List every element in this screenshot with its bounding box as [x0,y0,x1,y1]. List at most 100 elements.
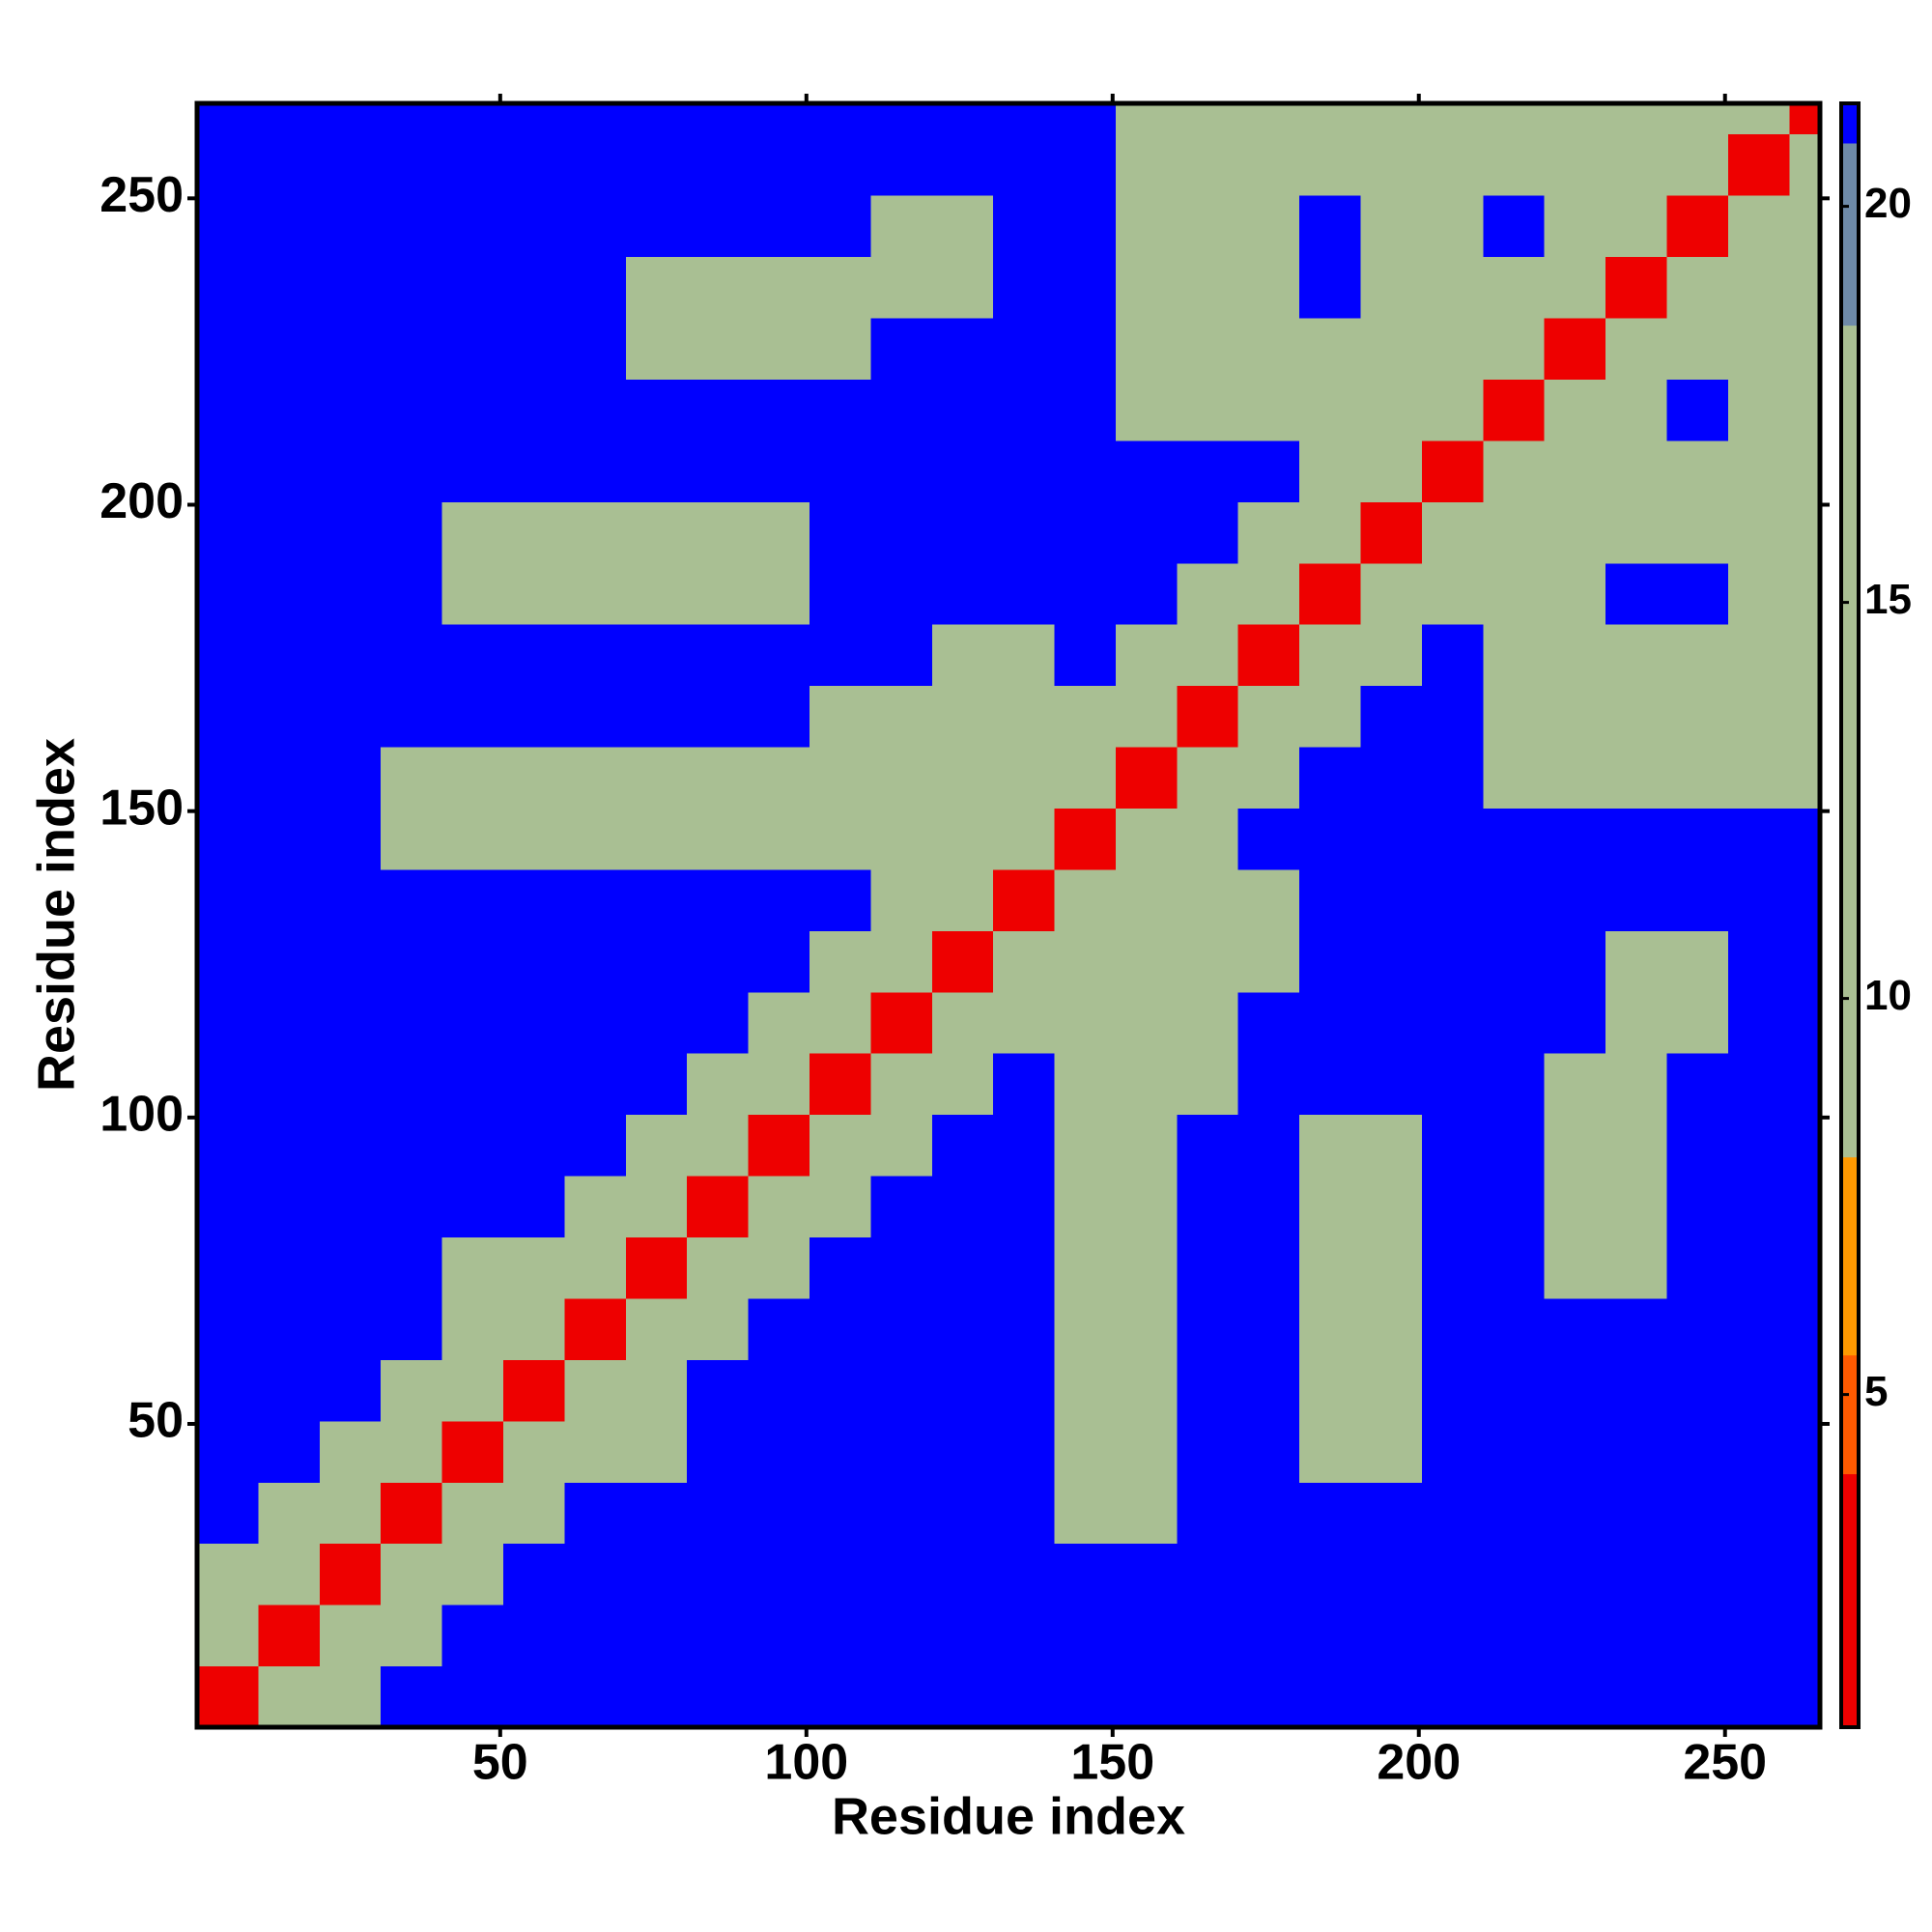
heatmap-cell [625,133,688,196]
heatmap-cell [1054,256,1117,319]
heatmap-cell [1483,133,1546,196]
heatmap-cell [1544,1176,1606,1238]
heatmap-cell [1605,991,1668,1054]
heatmap-cell [1727,195,1790,258]
y-tick-label: 50 [128,1393,184,1449]
heatmap-cell [1115,562,1178,625]
heatmap-cell [809,991,871,1054]
heatmap-cell [502,103,565,135]
heatmap-cell [687,1236,750,1299]
heatmap-cell [197,1176,259,1238]
heatmap-cell [381,747,443,809]
heatmap-cell [1360,103,1423,135]
heatmap-cell [1177,868,1239,931]
heatmap-cell [381,930,443,993]
heatmap-cell [1666,501,1729,564]
heatmap-cell [1360,1053,1423,1116]
heatmap-cell [1421,1359,1484,1422]
heatmap-cell [1237,1053,1300,1116]
heatmap-cell [564,1482,627,1545]
heatmap-cell [197,440,259,502]
heatmap-cell [809,562,871,625]
heatmap-cell [870,1543,933,1605]
heatmap-cell [319,133,382,196]
heatmap-cell [502,1053,565,1116]
heatmap-cell [1177,1482,1239,1545]
heatmap-cell [1666,1236,1729,1299]
heatmap-cell [197,808,259,870]
heatmap-cell [319,1053,382,1116]
heatmap-cell [1727,501,1790,564]
heatmap-cell [1115,747,1178,809]
heatmap-cell [381,195,443,258]
heatmap-cell [502,1176,565,1238]
heatmap-cell [258,991,321,1054]
heatmap-cell [1360,1665,1423,1728]
heatmap-cell [1421,1543,1484,1605]
heatmap-cell [197,562,259,625]
heatmap-cell [319,1420,382,1483]
heatmap-cell [625,991,688,1054]
heatmap-cell [1727,991,1790,1054]
heatmap-cell [1177,624,1239,687]
heatmap-cell [1727,133,1790,196]
heatmap-cell [1544,1114,1606,1177]
heatmap-cell [502,685,565,748]
heatmap-cell [809,1665,871,1728]
heatmap-cell [564,195,627,258]
heatmap-cell [1727,256,1790,319]
heatmap-cell [1115,195,1178,258]
heatmap-cell [564,1176,627,1238]
heatmap-cell [625,501,688,564]
heatmap-cell [870,1482,933,1545]
heatmap-cell [1727,103,1790,135]
heatmap-cell [687,501,750,564]
heatmap-cell [687,103,750,135]
heatmap-cell [1666,256,1729,319]
heatmap-cell [1054,685,1117,748]
heatmap-cell [1666,1420,1729,1483]
heatmap-cell [625,379,688,441]
heatmap-cell [1054,379,1117,441]
heatmap-cell [748,808,810,870]
heatmap-cell [1177,747,1239,809]
heatmap-cell [748,1359,810,1422]
heatmap-cell [1115,1482,1178,1545]
heatmap-cell [1544,379,1606,441]
heatmap-cell [1727,562,1790,625]
heatmap-cell [441,440,504,502]
heatmap-cell [809,318,871,380]
heatmap-cell [564,624,627,687]
y-tick-label: 200 [99,473,184,529]
heatmap-cell [197,930,259,993]
heatmap-cell [564,1665,627,1728]
heatmap-cell [931,379,994,441]
heatmap-cell [1299,1665,1362,1728]
heatmap-cell [625,1482,688,1545]
heatmap-cell [258,868,321,931]
heatmap-cell [1237,1176,1300,1238]
heatmap-cell [1299,1543,1362,1605]
heatmap-cell [1177,379,1239,441]
heatmap-cell [1115,808,1178,870]
heatmap-cell [1299,1176,1362,1238]
heatmap-cell [258,930,321,993]
heatmap-cell [441,1665,504,1728]
heatmap-cell [1789,1665,1821,1728]
heatmap-cell [1605,808,1668,870]
heatmap-cell [1299,1053,1362,1116]
heatmap-cell [502,1236,565,1299]
heatmap-cell [1483,103,1546,135]
heatmap-cell [1054,133,1117,196]
heatmap-cell [1360,1297,1423,1360]
y-tick-label: 100 [99,1087,184,1143]
heatmap-cell [931,624,994,687]
heatmap-cell [1421,747,1484,809]
heatmap-cell [809,195,871,258]
heatmap-cell [1421,379,1484,441]
heatmap-cell [1727,1114,1790,1177]
heatmap-cell [1789,1482,1821,1545]
heatmap-cell [258,1114,321,1177]
x-tick-label: 100 [764,1735,848,1791]
heatmap-cell [1544,1605,1606,1667]
